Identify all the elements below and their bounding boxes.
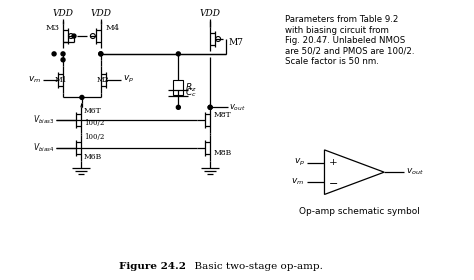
Text: $v_{out}$: $v_{out}$ bbox=[406, 167, 424, 178]
Text: M1: M1 bbox=[55, 76, 67, 84]
Text: M6B: M6B bbox=[84, 153, 102, 161]
Text: 100/2: 100/2 bbox=[84, 119, 104, 127]
Text: M2: M2 bbox=[97, 76, 109, 84]
Text: M8T: M8T bbox=[213, 111, 231, 119]
Text: M7: M7 bbox=[228, 38, 243, 48]
Text: 100/2: 100/2 bbox=[84, 133, 104, 141]
Circle shape bbox=[99, 52, 103, 56]
Text: Parameters from Table 9.2
with biasing circuit from
Fig. 20.47. Unlabeled NMOS
a: Parameters from Table 9.2 with biasing c… bbox=[285, 15, 414, 66]
Text: VDD: VDD bbox=[200, 9, 221, 18]
Circle shape bbox=[208, 105, 212, 109]
Circle shape bbox=[52, 52, 56, 56]
Text: $v_p$: $v_p$ bbox=[293, 157, 305, 168]
Text: $V_{bias3}$: $V_{bias3}$ bbox=[33, 114, 54, 127]
Text: $C_c$: $C_c$ bbox=[185, 86, 197, 99]
Text: $v_p$: $v_p$ bbox=[123, 74, 134, 85]
Circle shape bbox=[176, 105, 180, 109]
Text: $v_m$: $v_m$ bbox=[28, 74, 41, 85]
Text: $v_{out}$: $v_{out}$ bbox=[229, 102, 246, 113]
Text: +: + bbox=[329, 158, 338, 167]
Circle shape bbox=[72, 34, 76, 38]
Text: $-$: $-$ bbox=[328, 177, 338, 186]
Text: Figure 24.2: Figure 24.2 bbox=[118, 262, 186, 271]
Text: M4: M4 bbox=[106, 24, 120, 32]
Text: $v_m$: $v_m$ bbox=[292, 176, 305, 187]
Circle shape bbox=[61, 58, 65, 62]
Text: Op-amp schematic symbol: Op-amp schematic symbol bbox=[299, 207, 419, 216]
Circle shape bbox=[80, 95, 84, 99]
Circle shape bbox=[61, 52, 65, 56]
Text: M8B: M8B bbox=[213, 149, 231, 157]
Text: M3: M3 bbox=[45, 24, 59, 32]
Text: $R_z$: $R_z$ bbox=[185, 81, 197, 94]
Bar bbox=[173, 80, 183, 95]
Polygon shape bbox=[325, 150, 384, 194]
Text: VDD: VDD bbox=[91, 9, 111, 18]
Text: $V_{bias4}$: $V_{bias4}$ bbox=[33, 142, 54, 154]
Circle shape bbox=[176, 52, 180, 56]
Text: M6T: M6T bbox=[84, 107, 101, 115]
Circle shape bbox=[99, 52, 103, 56]
Circle shape bbox=[208, 105, 212, 109]
Text: Basic two-stage op-amp.: Basic two-stage op-amp. bbox=[188, 262, 323, 271]
Text: VDD: VDD bbox=[53, 9, 73, 18]
